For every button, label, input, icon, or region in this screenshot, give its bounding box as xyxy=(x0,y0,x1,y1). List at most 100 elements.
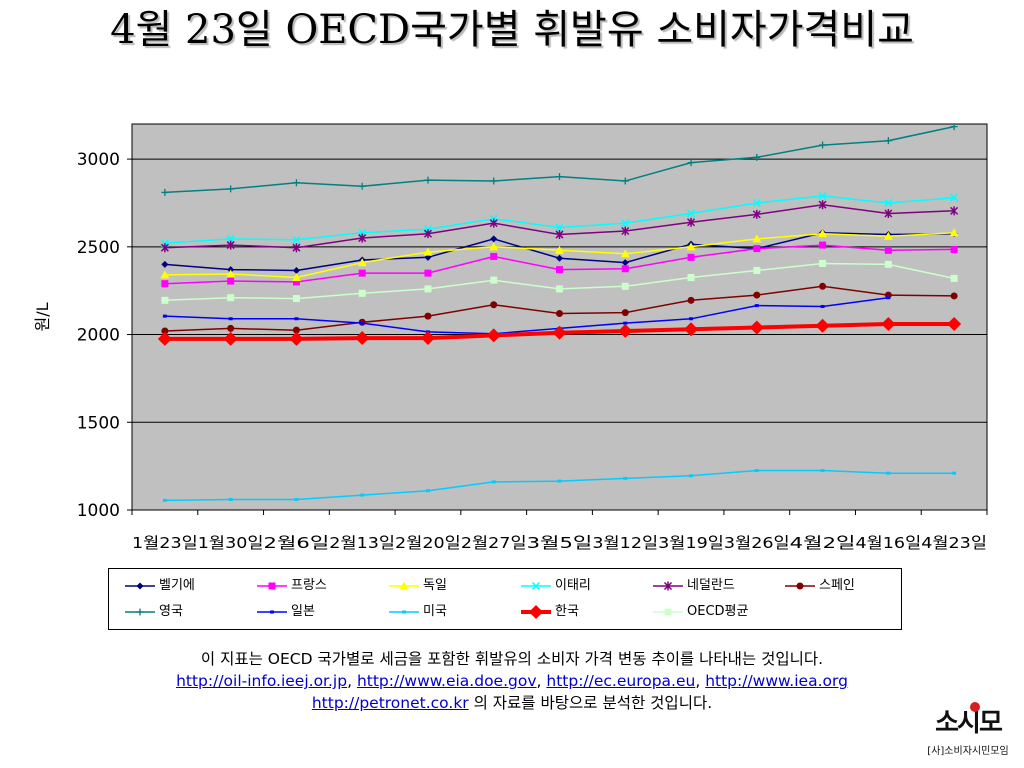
data-point xyxy=(557,479,562,483)
data-point xyxy=(884,137,892,145)
data-point xyxy=(950,193,959,202)
data-point xyxy=(226,240,235,250)
data-point xyxy=(162,498,167,502)
data-point xyxy=(490,276,498,284)
data-point xyxy=(226,269,236,278)
data-point xyxy=(623,321,628,325)
footnote-suffix: 의 자료를 바탕으로 분석한 것입니다. xyxy=(468,694,713,712)
data-point xyxy=(490,252,498,260)
data-point xyxy=(819,259,827,267)
organization-logo: 소시모 [사]소비자시민모임 xyxy=(918,702,1018,762)
data-point xyxy=(556,309,563,317)
series-한국 xyxy=(157,317,962,346)
data-point xyxy=(490,301,498,309)
x-tick-label: 3월26일 xyxy=(724,534,790,552)
data-point xyxy=(820,469,825,473)
legend-label: 미국 xyxy=(423,604,447,619)
data-point xyxy=(684,322,699,337)
legend-swatch xyxy=(785,582,815,590)
logo-mark: 소시모 xyxy=(935,708,1003,738)
data-point xyxy=(423,247,433,256)
data-point xyxy=(358,289,366,297)
data-point xyxy=(555,230,564,240)
data-point xyxy=(294,497,299,501)
data-point xyxy=(531,581,541,591)
footnote-description: 이 지표는 OECD 국가별로 세금을 포함한 휘발유의 소비자 가격 변동 추… xyxy=(200,650,824,668)
data-point xyxy=(292,179,300,187)
legend-swatch xyxy=(653,581,683,591)
data-point xyxy=(491,480,496,484)
source-link-europa[interactable]: http://ec.europa.eu xyxy=(546,672,696,690)
source-link-iea[interactable]: http://www.iea.org xyxy=(705,672,848,690)
data-point xyxy=(223,331,238,346)
data-point xyxy=(292,278,300,286)
data-point xyxy=(358,269,366,277)
data-point xyxy=(268,582,276,590)
data-point xyxy=(555,245,564,254)
legend-label: 일본 xyxy=(291,604,315,619)
data-point xyxy=(402,610,406,614)
data-point xyxy=(949,228,959,237)
data-point xyxy=(621,177,629,185)
separator: , xyxy=(536,672,547,690)
source-link-eia[interactable]: http://www.eia.doe.gov xyxy=(356,672,537,690)
data-point xyxy=(950,274,958,282)
data-point xyxy=(289,331,304,346)
data-point xyxy=(355,331,370,346)
data-point xyxy=(753,267,761,275)
data-point xyxy=(157,331,172,346)
data-point xyxy=(818,191,827,200)
data-point xyxy=(360,493,365,497)
legend-swatch xyxy=(653,608,683,616)
data-point xyxy=(819,282,827,290)
source-link-ieej[interactable]: http://oil-info.ieej.or.jp xyxy=(176,672,348,690)
data-point xyxy=(358,182,366,190)
data-point xyxy=(749,320,764,335)
data-point xyxy=(424,312,432,320)
source-link-petronet[interactable]: http://petronet.co.kr xyxy=(311,694,469,712)
data-point xyxy=(360,321,365,325)
data-point xyxy=(227,277,235,285)
data-point xyxy=(687,217,696,227)
footnote-sources-line-2: http://petronet.co.kr 의 자료를 바탕으로 분석한 것입니… xyxy=(60,692,964,714)
data-point xyxy=(424,285,432,293)
data-point xyxy=(489,218,498,228)
series-OECD평균 xyxy=(161,259,958,304)
x-tick-label: 3월5일 xyxy=(527,534,593,552)
legend-label: 스페인 xyxy=(819,578,855,593)
series-영국 xyxy=(161,123,958,196)
data-point xyxy=(294,317,299,321)
series-미국 xyxy=(162,469,957,502)
data-point xyxy=(162,314,167,318)
legend-swatch xyxy=(389,581,419,590)
data-point xyxy=(228,497,233,501)
slide-title: 4월 23일 OECD국가별 휘발유 소비자가격비교 xyxy=(110,7,914,53)
data-point xyxy=(664,608,672,616)
x-tick-label: 3월19일 xyxy=(658,534,724,552)
data-point xyxy=(883,231,893,240)
data-point xyxy=(424,253,432,261)
data-point xyxy=(819,141,827,149)
data-point xyxy=(160,243,169,253)
y-tick-label: 2500 xyxy=(77,238,120,258)
x-tick-label: 1월30일 xyxy=(198,534,264,552)
data-point xyxy=(160,270,170,279)
data-point xyxy=(752,209,761,219)
data-point xyxy=(423,229,432,239)
x-tick-label: 2월6일 xyxy=(264,534,330,552)
data-point xyxy=(161,327,169,335)
data-point xyxy=(950,206,959,216)
data-point xyxy=(529,605,543,619)
data-point xyxy=(292,326,300,334)
data-point xyxy=(950,123,958,131)
data-point xyxy=(226,234,235,243)
data-point xyxy=(552,325,567,340)
data-point xyxy=(623,476,628,480)
data-point xyxy=(136,608,144,616)
x-tick-label: 1월23일 xyxy=(132,534,198,552)
data-point xyxy=(687,159,695,167)
data-point xyxy=(884,260,892,268)
data-point xyxy=(818,200,827,210)
data-point xyxy=(753,291,761,299)
data-point xyxy=(621,259,629,267)
